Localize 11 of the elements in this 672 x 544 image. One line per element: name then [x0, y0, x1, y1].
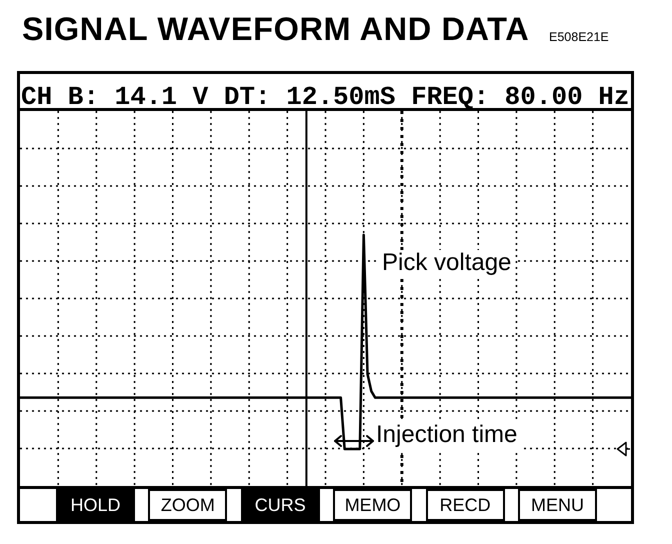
- chart-title: SIGNAL WAVEFORM AND DATA: [22, 11, 530, 47]
- text: E508E21E: [549, 30, 609, 44]
- button: MENU: [518, 489, 597, 521]
- annotation: Pick voltage: [379, 249, 514, 279]
- button: CURS: [240, 489, 320, 521]
- button: MEMO: [333, 489, 412, 521]
- button: ZOOM: [148, 489, 228, 521]
- button: RECD: [426, 489, 505, 521]
- chart-subtitle: CH B: 14.1 V DT: 12.50mS FREQ: 80.00 Hz: [21, 82, 630, 112]
- button: HOLD: [56, 489, 135, 521]
- annotation: Injection time: [373, 421, 520, 451]
